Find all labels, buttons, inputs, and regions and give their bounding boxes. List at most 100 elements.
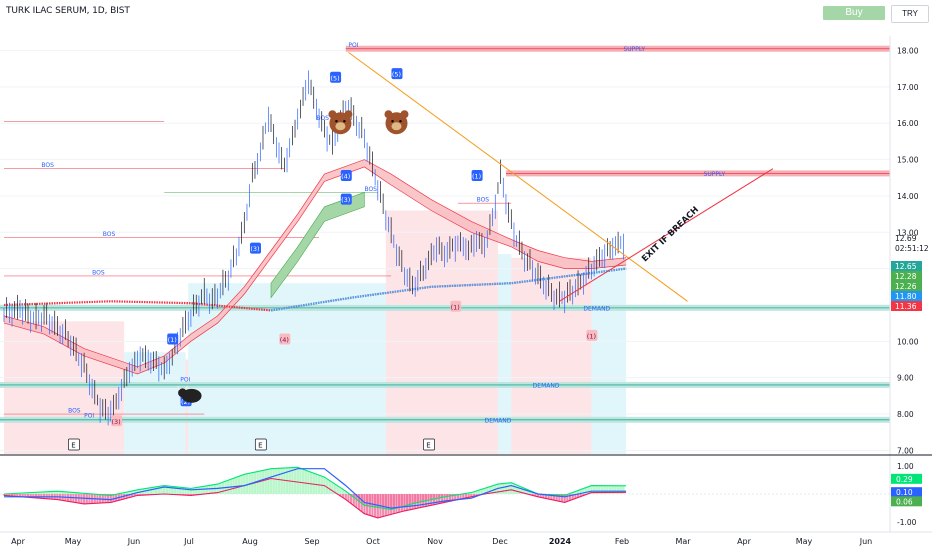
trendline-exit — [559, 168, 774, 302]
y-tick-label: 14.00 — [897, 192, 919, 201]
x-tick-label: Jul — [183, 537, 194, 546]
level-label: SUPPLY — [704, 171, 726, 178]
price-label: 12.65 — [895, 262, 917, 271]
wave-label: (3) — [250, 245, 259, 253]
up-trend-cloud — [270, 191, 365, 299]
price-label-bg — [891, 301, 922, 311]
x-tick-label: Apr — [737, 537, 752, 546]
osc-green-line — [3, 466, 627, 511]
wave-marker-bg — [167, 333, 179, 345]
price-label: 12.26 — [895, 282, 917, 291]
wave-label: (4) — [341, 172, 350, 180]
x-tick-label: Dec — [492, 537, 507, 546]
y-tick-label: 15.00 — [897, 156, 919, 165]
y-tick-label: 18.00 — [897, 47, 919, 56]
bos-label: BOS — [316, 115, 329, 122]
level-label: DEMAND — [583, 305, 610, 312]
osc-value-label: 0.06 — [896, 497, 913, 506]
trendline-resistance — [348, 51, 688, 302]
x-tick-label: 2024 — [549, 537, 572, 546]
wave-label: (1) — [587, 332, 596, 340]
x-tick-label: Apr — [11, 537, 26, 546]
x-tick-label: Jun — [859, 537, 873, 546]
osc-value-bg — [891, 473, 922, 484]
level-label: DEMAND — [485, 417, 512, 424]
osc-blue-line — [4, 468, 627, 509]
x-tick-label: May — [796, 537, 813, 546]
x-tick-label: Sep — [304, 537, 319, 546]
osc-y-tick-label: 1.00 — [897, 462, 914, 471]
wave-marker-bg — [340, 193, 352, 205]
price-label-bg — [891, 281, 922, 291]
bos-label: BOS — [477, 197, 490, 204]
y-tick-label: 7.00 — [897, 446, 914, 455]
background-zone — [497, 254, 512, 454]
y-tick-label: 10.00 — [897, 337, 919, 346]
wave-marker-bg — [330, 71, 342, 83]
x-tick-label: Jun — [127, 537, 141, 546]
y-tick-label: 9.00 — [897, 374, 914, 383]
x-tick-label: Nov — [427, 537, 443, 546]
poi-label: POI — [348, 42, 358, 49]
bear-icon-eye — [391, 120, 394, 123]
wave-marker-bg — [340, 169, 352, 181]
wave-label: (1) — [168, 336, 177, 344]
y-tick-label: 8.00 — [897, 410, 914, 419]
price-label: 12.69 — [895, 234, 917, 243]
bear-icon-ear — [384, 110, 393, 119]
upper-band-line — [3, 159, 627, 368]
e-marker-bg — [254, 438, 267, 451]
e-marker-bg — [68, 438, 80, 451]
price-label-bg — [891, 271, 922, 281]
wave-marker-bg — [279, 333, 291, 345]
osc-pink-line — [3, 477, 627, 519]
osc-value-label: 0.10 — [896, 488, 913, 497]
price-label: 11.80 — [895, 292, 917, 301]
wave-label: (3) — [341, 196, 350, 204]
lower-band-line — [3, 166, 627, 375]
wave-label: (2) — [181, 398, 190, 406]
e-marker-label: E — [426, 442, 430, 450]
level-label: SUPPLY — [623, 46, 645, 53]
buy-button[interactable]: Buy — [823, 6, 885, 20]
bos-label: BOS — [41, 162, 54, 169]
bear-icon-eye — [399, 120, 402, 123]
bos-label: BOS — [92, 269, 105, 276]
wave-label: (1) — [451, 303, 460, 311]
bos-label: BOS — [103, 231, 116, 238]
x-tick-label: Aug — [242, 537, 258, 546]
bear-icon-snout — [391, 122, 402, 131]
poi-label: POI — [84, 413, 94, 420]
x-tick-label: Feb — [615, 537, 629, 546]
bear-icon-ear — [328, 110, 337, 119]
level-label: DEMAND — [533, 382, 560, 389]
y-tick-label: 17.00 — [897, 83, 919, 92]
wave-label: (5) — [330, 74, 339, 82]
e-marker-bg — [423, 438, 435, 451]
x-tick-label: Oct — [366, 537, 380, 546]
bear-icon-snout — [335, 122, 346, 131]
wave-label: (3) — [112, 418, 121, 426]
osc-value-bg — [891, 496, 922, 507]
price-label: 02:51:12 — [895, 244, 929, 253]
osc-value-label: 0.29 — [896, 475, 913, 484]
wave-label: (5) — [392, 71, 401, 79]
price-label: 11.36 — [895, 302, 917, 311]
wave-marker-bg — [450, 300, 462, 312]
wave-marker-bg — [111, 415, 123, 427]
e-marker-label: E — [71, 442, 75, 450]
bull-icon-horns — [177, 385, 189, 391]
bull-icon-head — [178, 388, 188, 398]
symbol-title: TURK ILAC SERUM, 1D, BIST — [6, 6, 130, 16]
background-zone — [185, 359, 189, 454]
x-tick-label: May — [65, 537, 82, 546]
x-tick-label: Mar — [675, 537, 691, 546]
currency-selector[interactable]: TRY — [891, 5, 929, 23]
sma-line-blue — [270, 267, 627, 312]
bear-icon-ear — [400, 110, 409, 119]
y-tick-label: 13.00 — [897, 228, 919, 237]
price-label-bg — [891, 291, 922, 301]
wave-label: (4) — [280, 336, 289, 344]
price-label: 12.28 — [895, 272, 917, 281]
